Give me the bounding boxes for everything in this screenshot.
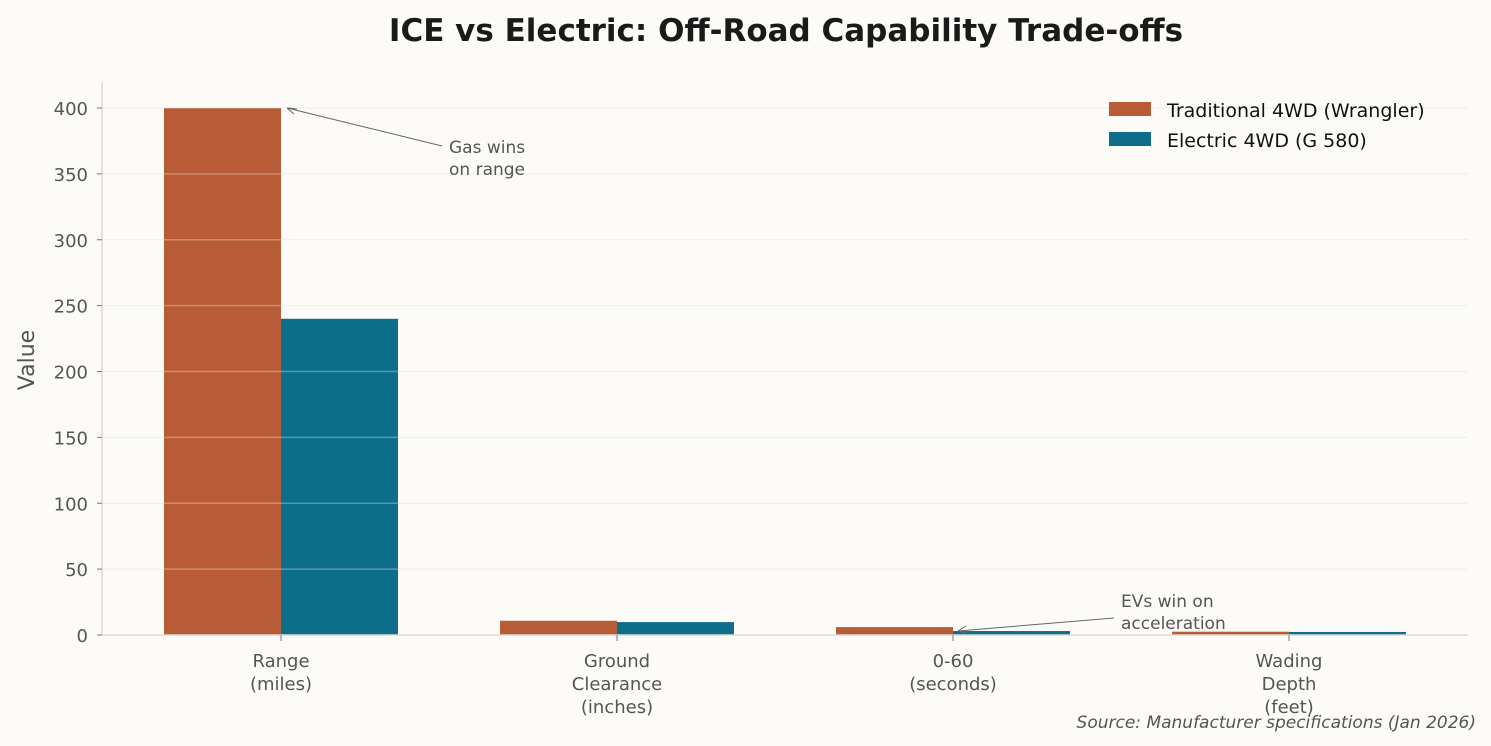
- x-tick-label: Clearance: [572, 674, 662, 695]
- bar-electric-0: [281, 318, 398, 635]
- x-tick-label: Ground: [584, 651, 650, 672]
- bar-ice-0: [164, 108, 281, 635]
- y-tick-label: 350: [54, 165, 88, 186]
- bar-electric-1: [617, 622, 734, 635]
- bar-electric-3: [1289, 631, 1406, 635]
- source-note: Source: Manufacturer specifications (Jan…: [1077, 713, 1476, 733]
- legend-label: Traditional 4WD (Wrangler): [1166, 100, 1425, 122]
- x-tick-label: Depth: [1262, 674, 1317, 695]
- y-tick-label: 300: [54, 231, 88, 252]
- chart-title: ICE vs Electric: Off-Road Capability Tra…: [389, 13, 1183, 49]
- x-tick-label: (feet): [1264, 697, 1314, 718]
- y-tick-label: 150: [54, 428, 88, 449]
- x-tick-label: (miles): [250, 674, 312, 695]
- y-tick-label: 200: [54, 363, 88, 384]
- x-tick-label: Range: [252, 651, 309, 672]
- x-tick-label: (seconds): [909, 674, 997, 695]
- legend-swatch: [1109, 132, 1151, 146]
- arrow-head-icon: [957, 625, 968, 634]
- y-tick-label: 250: [54, 297, 88, 318]
- bar-ice-3: [1172, 631, 1289, 635]
- annotation-text: Gas wins: [449, 138, 525, 158]
- x-tick-label: 0-60: [933, 651, 974, 672]
- x-tick-label: Wading: [1256, 651, 1323, 672]
- bar-ice-2: [836, 627, 953, 635]
- x-tick-label: (inches): [581, 697, 653, 718]
- bar-ice-1: [500, 620, 617, 635]
- annotation-text: on range: [449, 160, 525, 180]
- annotation-arrow: [957, 617, 1115, 632]
- y-tick-label: 100: [54, 494, 88, 515]
- legend-label: Electric 4WD (G 580): [1167, 130, 1367, 152]
- bar-electric-2: [953, 631, 1070, 635]
- annotation-text: acceleration: [1121, 614, 1226, 634]
- annotation-text: EVs win on: [1121, 592, 1214, 612]
- y-tick-label: 50: [65, 560, 88, 581]
- y-tick-label: 400: [54, 99, 88, 120]
- annotation-arrow: [286, 107, 443, 147]
- y-axis-label: Value: [15, 330, 40, 390]
- arrow-head-icon: [286, 107, 298, 115]
- y-tick-label: 0: [77, 626, 88, 647]
- legend-swatch: [1109, 102, 1151, 116]
